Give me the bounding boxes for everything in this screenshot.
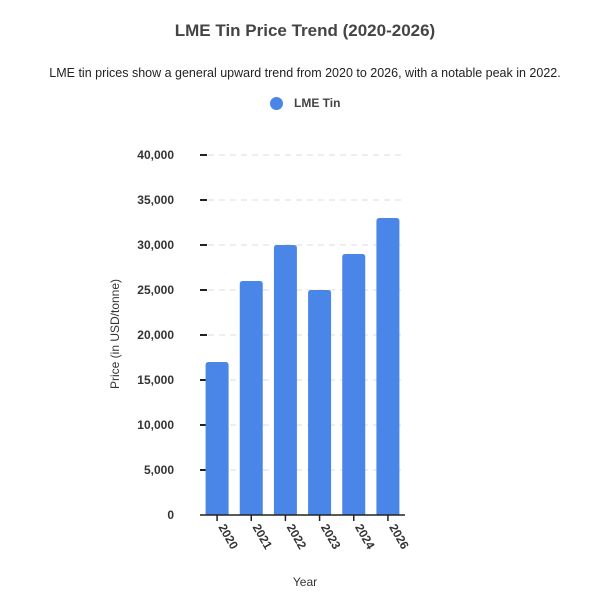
y-axis-title: Price (in USD/tonne) [108, 279, 122, 389]
x-tick-label: 2023 [318, 522, 344, 552]
bar-2024 [342, 254, 366, 515]
x-tick-label: 2020 [215, 522, 241, 552]
bar-2022 [273, 245, 297, 515]
y-tick-label: 10,000 [137, 418, 174, 432]
y-tick-label: 40,000 [137, 148, 174, 162]
x-tick-label: 2022 [284, 522, 310, 552]
y-tick-label: 15,000 [137, 373, 174, 387]
x-tick-label: 2026 [386, 522, 412, 552]
bars [205, 218, 400, 515]
x-tick-label: 2021 [250, 522, 276, 552]
chart-legend: LME Tin [270, 94, 340, 112]
legend-label-lme-tin: LME Tin [294, 96, 341, 110]
bar-2020 [205, 362, 229, 515]
bar-2026 [376, 218, 400, 515]
x-axis-title: Year [293, 575, 317, 589]
y-tick-label: 20,000 [137, 328, 174, 342]
bar-2023 [308, 290, 332, 515]
grid-lines [208, 154, 405, 471]
chart-title: LME Tin Price Trend (2020-2026) [174, 21, 436, 40]
bar-2021 [239, 281, 263, 515]
legend-swatch-lme-tin [270, 96, 283, 110]
x-tick-label: 2024 [352, 522, 378, 552]
y-tick-label: 25,000 [137, 283, 174, 297]
y-tick-label: 0 [167, 508, 174, 522]
y-tick-label: 5,000 [144, 463, 174, 477]
y-tick-label: 35,000 [137, 193, 174, 207]
x-axis-ticks: 2020 2021 2022 2023 2024 2026 [215, 515, 412, 552]
chart-subtitle: LME tin prices show a general upward tre… [49, 66, 561, 80]
y-tick-label: 30,000 [137, 238, 174, 252]
y-axis-ticks: 0 5,000 10,000 15,000 20,000 25,000 30,000 35,0… [137, 148, 207, 522]
